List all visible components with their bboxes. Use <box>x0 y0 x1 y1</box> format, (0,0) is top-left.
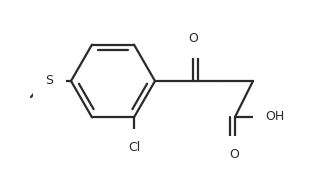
Text: S: S <box>45 74 53 88</box>
Text: O: O <box>229 149 239 161</box>
Text: OH: OH <box>265 111 284 123</box>
Text: Cl: Cl <box>128 141 140 154</box>
Text: O: O <box>188 33 198 46</box>
